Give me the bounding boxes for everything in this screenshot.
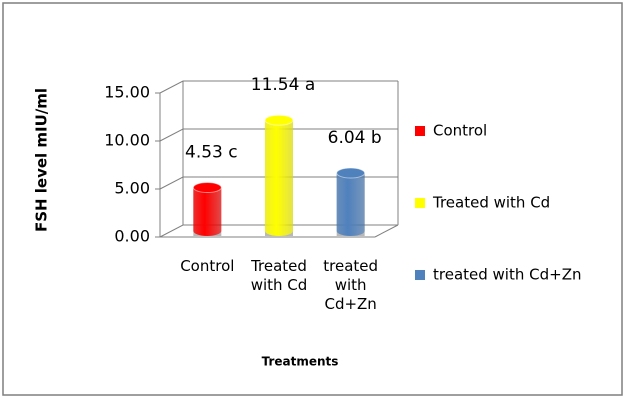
data-label: 11.54 a — [251, 75, 316, 95]
legend-swatch — [415, 198, 425, 208]
x-tick-label: Control — [180, 257, 235, 275]
x-tick-label: treated with Cd+Zn — [323, 257, 379, 313]
bar — [336, 173, 365, 236]
grid-line — [159, 224, 398, 238]
y-tick-label: 5.00 — [114, 179, 150, 198]
bar-top — [264, 114, 294, 126]
x-tick-label: Treated with Cd — [250, 257, 308, 294]
bar-top — [192, 182, 222, 194]
data-label: 4.53 c — [185, 143, 238, 163]
legend-swatch — [415, 270, 425, 280]
legend-label: Treated with Cd — [432, 194, 550, 212]
floor-right — [374, 224, 399, 238]
grid-line — [159, 128, 398, 142]
y-tick-label: 15.00 — [104, 83, 150, 102]
grid-line — [159, 80, 398, 94]
y-axis-title: FSH level mIU/ml — [33, 88, 51, 232]
bar — [193, 187, 222, 236]
data-label: 6.04 b — [328, 128, 382, 148]
grid-line — [159, 176, 398, 190]
y-tick-label: 10.00 — [104, 131, 150, 150]
legend-label: treated with Cd+Zn — [433, 266, 581, 284]
y-tick-label: 0.00 — [114, 227, 150, 246]
legend-swatch — [415, 126, 425, 136]
bar-top — [336, 167, 366, 179]
bar — [265, 120, 293, 236]
x-axis-title: Treatments — [262, 355, 339, 369]
chart-frame — [2, 2, 623, 396]
legend-label: Control — [433, 122, 487, 140]
